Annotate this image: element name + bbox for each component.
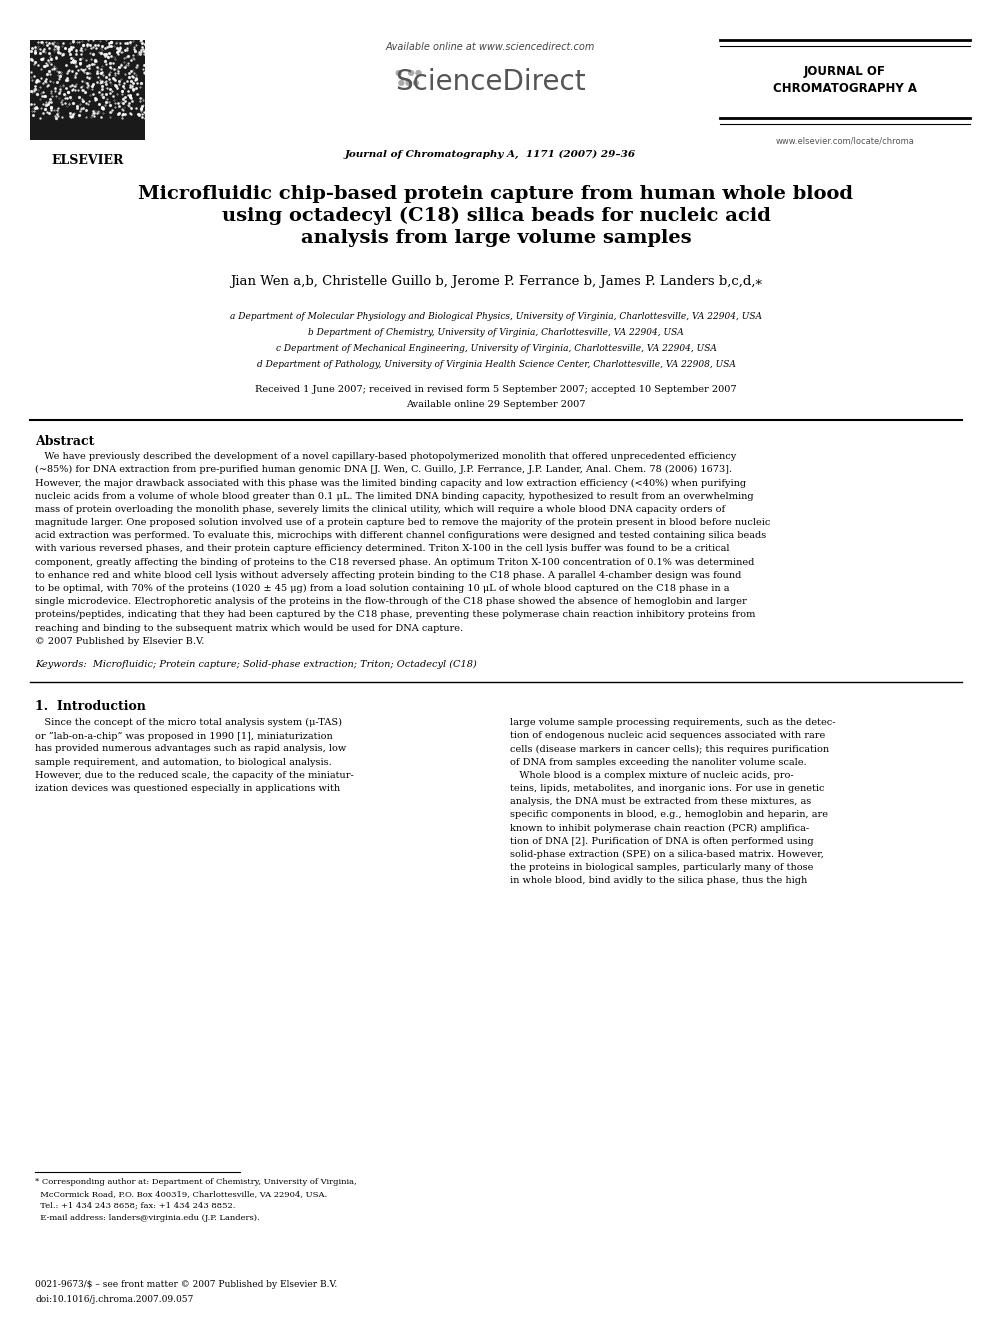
Text: tion of endogenous nucleic acid sequences associated with rare: tion of endogenous nucleic acid sequence…: [510, 732, 825, 740]
Text: teins, lipids, metabolites, and inorganic ions. For use in genetic: teins, lipids, metabolites, and inorgani…: [510, 785, 824, 792]
Text: © 2007 Published by Elsevier B.V.: © 2007 Published by Elsevier B.V.: [35, 636, 204, 646]
Text: McCormick Road, P.O. Box 400319, Charlottesville, VA 22904, USA.: McCormick Road, P.O. Box 400319, Charlot…: [35, 1189, 327, 1199]
Text: Tel.: +1 434 243 8658; fax: +1 434 243 8852.: Tel.: +1 434 243 8658; fax: +1 434 243 8…: [35, 1203, 235, 1211]
Text: Available online at www.sciencedirect.com: Available online at www.sciencedirect.co…: [385, 42, 594, 52]
Text: Available online 29 September 2007: Available online 29 September 2007: [407, 400, 585, 409]
Text: Abstract: Abstract: [35, 435, 94, 448]
Text: (~85%) for DNA extraction from pre-purified human genomic DNA [J. Wen, C. Guillo: (~85%) for DNA extraction from pre-purif…: [35, 466, 732, 475]
Text: specific components in blood, e.g., hemoglobin and heparin, are: specific components in blood, e.g., hemo…: [510, 811, 828, 819]
Text: ScienceDirect: ScienceDirect: [395, 67, 585, 97]
Text: c Department of Mechanical Engineering, University of Virginia, Charlottesville,: c Department of Mechanical Engineering, …: [276, 344, 716, 353]
Text: However, the major drawback associated with this phase was the limited binding c: However, the major drawback associated w…: [35, 479, 746, 487]
Text: magnitude larger. One proposed solution involved use of a protein capture bed to: magnitude larger. One proposed solution …: [35, 519, 771, 527]
Text: 0021-9673/$ – see front matter © 2007 Published by Elsevier B.V.: 0021-9673/$ – see front matter © 2007 Pu…: [35, 1279, 337, 1289]
Text: acid extraction was performed. To evaluate this, microchips with different chann: acid extraction was performed. To evalua…: [35, 532, 766, 540]
Text: Received 1 June 2007; received in revised form 5 September 2007; accepted 10 Sep: Received 1 June 2007; received in revise…: [255, 385, 737, 394]
Text: b Department of Chemistry, University of Virginia, Charlottesville, VA 22904, US: b Department of Chemistry, University of…: [309, 328, 683, 337]
Text: with various reversed phases, and their protein capture efficiency determined. T: with various reversed phases, and their …: [35, 544, 729, 553]
Text: in whole blood, bind avidly to the silica phase, thus the high: in whole blood, bind avidly to the silic…: [510, 876, 807, 885]
Text: of DNA from samples exceeding the nanoliter volume scale.: of DNA from samples exceeding the nanoli…: [510, 758, 806, 766]
Text: Since the concept of the micro total analysis system (μ-TAS): Since the concept of the micro total ana…: [35, 718, 342, 728]
Text: single microdevice. Electrophoretic analysis of the proteins in the flow-through: single microdevice. Electrophoretic anal…: [35, 597, 747, 606]
Text: sample requirement, and automation, to biological analysis.: sample requirement, and automation, to b…: [35, 758, 331, 766]
Text: However, due to the reduced scale, the capacity of the miniatur-: However, due to the reduced scale, the c…: [35, 771, 354, 779]
Text: E-mail address: landers@virginia.edu (J.P. Landers).: E-mail address: landers@virginia.edu (J.…: [35, 1215, 260, 1222]
Text: Keywords:  Microfluidic; Protein capture; Solid-phase extraction; Triton; Octade: Keywords: Microfluidic; Protein capture;…: [35, 660, 477, 669]
Text: nucleic acids from a volume of whole blood greater than 0.1 μL. The limited DNA : nucleic acids from a volume of whole blo…: [35, 492, 754, 500]
Text: JOURNAL OF: JOURNAL OF: [805, 65, 886, 78]
Text: www.elsevier.com/locate/chroma: www.elsevier.com/locate/chroma: [776, 136, 915, 146]
Text: ization devices was questioned especially in applications with: ization devices was questioned especiall…: [35, 785, 340, 792]
Text: to enhance red and white blood cell lysis without adversely affecting protein bi: to enhance red and white blood cell lysi…: [35, 570, 741, 579]
Text: using octadecyl (C18) silica beads for nucleic acid: using octadecyl (C18) silica beads for n…: [221, 206, 771, 225]
Text: component, greatly affecting the binding of proteins to the C18 reversed phase. : component, greatly affecting the binding…: [35, 557, 754, 566]
Text: ELSEVIER: ELSEVIER: [52, 153, 124, 167]
Text: cells (disease markers in cancer cells); this requires purification: cells (disease markers in cancer cells);…: [510, 745, 829, 754]
Text: a Department of Molecular Physiology and Biological Physics, University of Virgi: a Department of Molecular Physiology and…: [230, 312, 762, 321]
Text: reaching and binding to the subsequent matrix which would be used for DNA captur: reaching and binding to the subsequent m…: [35, 623, 463, 632]
Text: or “lab-on-a-chip” was proposed in 1990 [1], miniaturization: or “lab-on-a-chip” was proposed in 1990 …: [35, 732, 332, 741]
Text: We have previously described the development of a novel capillary-based photopol: We have previously described the develop…: [35, 452, 736, 460]
Text: to be optimal, with 70% of the proteins (1020 ± 45 μg) from a load solution cont: to be optimal, with 70% of the proteins …: [35, 583, 729, 593]
Text: solid-phase extraction (SPE) on a silica-based matrix. However,: solid-phase extraction (SPE) on a silica…: [510, 849, 824, 859]
Text: tion of DNA [2]. Purification of DNA is often performed using: tion of DNA [2]. Purification of DNA is …: [510, 837, 813, 845]
Text: doi:10.1016/j.chroma.2007.09.057: doi:10.1016/j.chroma.2007.09.057: [35, 1295, 193, 1304]
Text: Jian Wen a,b, Christelle Guillo b, Jerome P. Ferrance b, James P. Landers b,c,d,: Jian Wen a,b, Christelle Guillo b, Jerom…: [230, 275, 762, 288]
Text: analysis from large volume samples: analysis from large volume samples: [301, 229, 691, 247]
Text: proteins/peptides, indicating that they had been captured by the C18 phase, prev: proteins/peptides, indicating that they …: [35, 610, 755, 619]
Text: has provided numerous advantages such as rapid analysis, low: has provided numerous advantages such as…: [35, 745, 346, 753]
Text: Journal of Chromatography A,  1171 (2007) 29–36: Journal of Chromatography A, 1171 (2007)…: [344, 149, 636, 159]
Text: d Department of Pathology, University of Virginia Health Science Center, Charlot: d Department of Pathology, University of…: [257, 360, 735, 369]
Text: large volume sample processing requirements, such as the detec-: large volume sample processing requireme…: [510, 718, 835, 728]
Text: the proteins in biological samples, particularly many of those: the proteins in biological samples, part…: [510, 863, 813, 872]
Text: Whole blood is a complex mixture of nucleic acids, pro-: Whole blood is a complex mixture of nucl…: [510, 771, 794, 779]
Text: Microfluidic chip-based protein capture from human whole blood: Microfluidic chip-based protein capture …: [139, 185, 853, 202]
Text: * Corresponding author at: Department of Chemistry, University of Virginia,: * Corresponding author at: Department of…: [35, 1177, 357, 1185]
Bar: [30, 40, 145, 140]
Text: mass of protein overloading the monolith phase, severely limits the clinical uti: mass of protein overloading the monolith…: [35, 505, 725, 513]
Text: ●  ●●
 ●●●: ● ●● ●●●: [395, 67, 422, 87]
Text: known to inhibit polymerase chain reaction (PCR) amplifica-: known to inhibit polymerase chain reacti…: [510, 824, 809, 832]
Text: analysis, the DNA must be extracted from these mixtures, as: analysis, the DNA must be extracted from…: [510, 798, 811, 806]
Text: CHROMATOGRAPHY A: CHROMATOGRAPHY A: [773, 82, 917, 95]
Text: 1.  Introduction: 1. Introduction: [35, 700, 146, 713]
